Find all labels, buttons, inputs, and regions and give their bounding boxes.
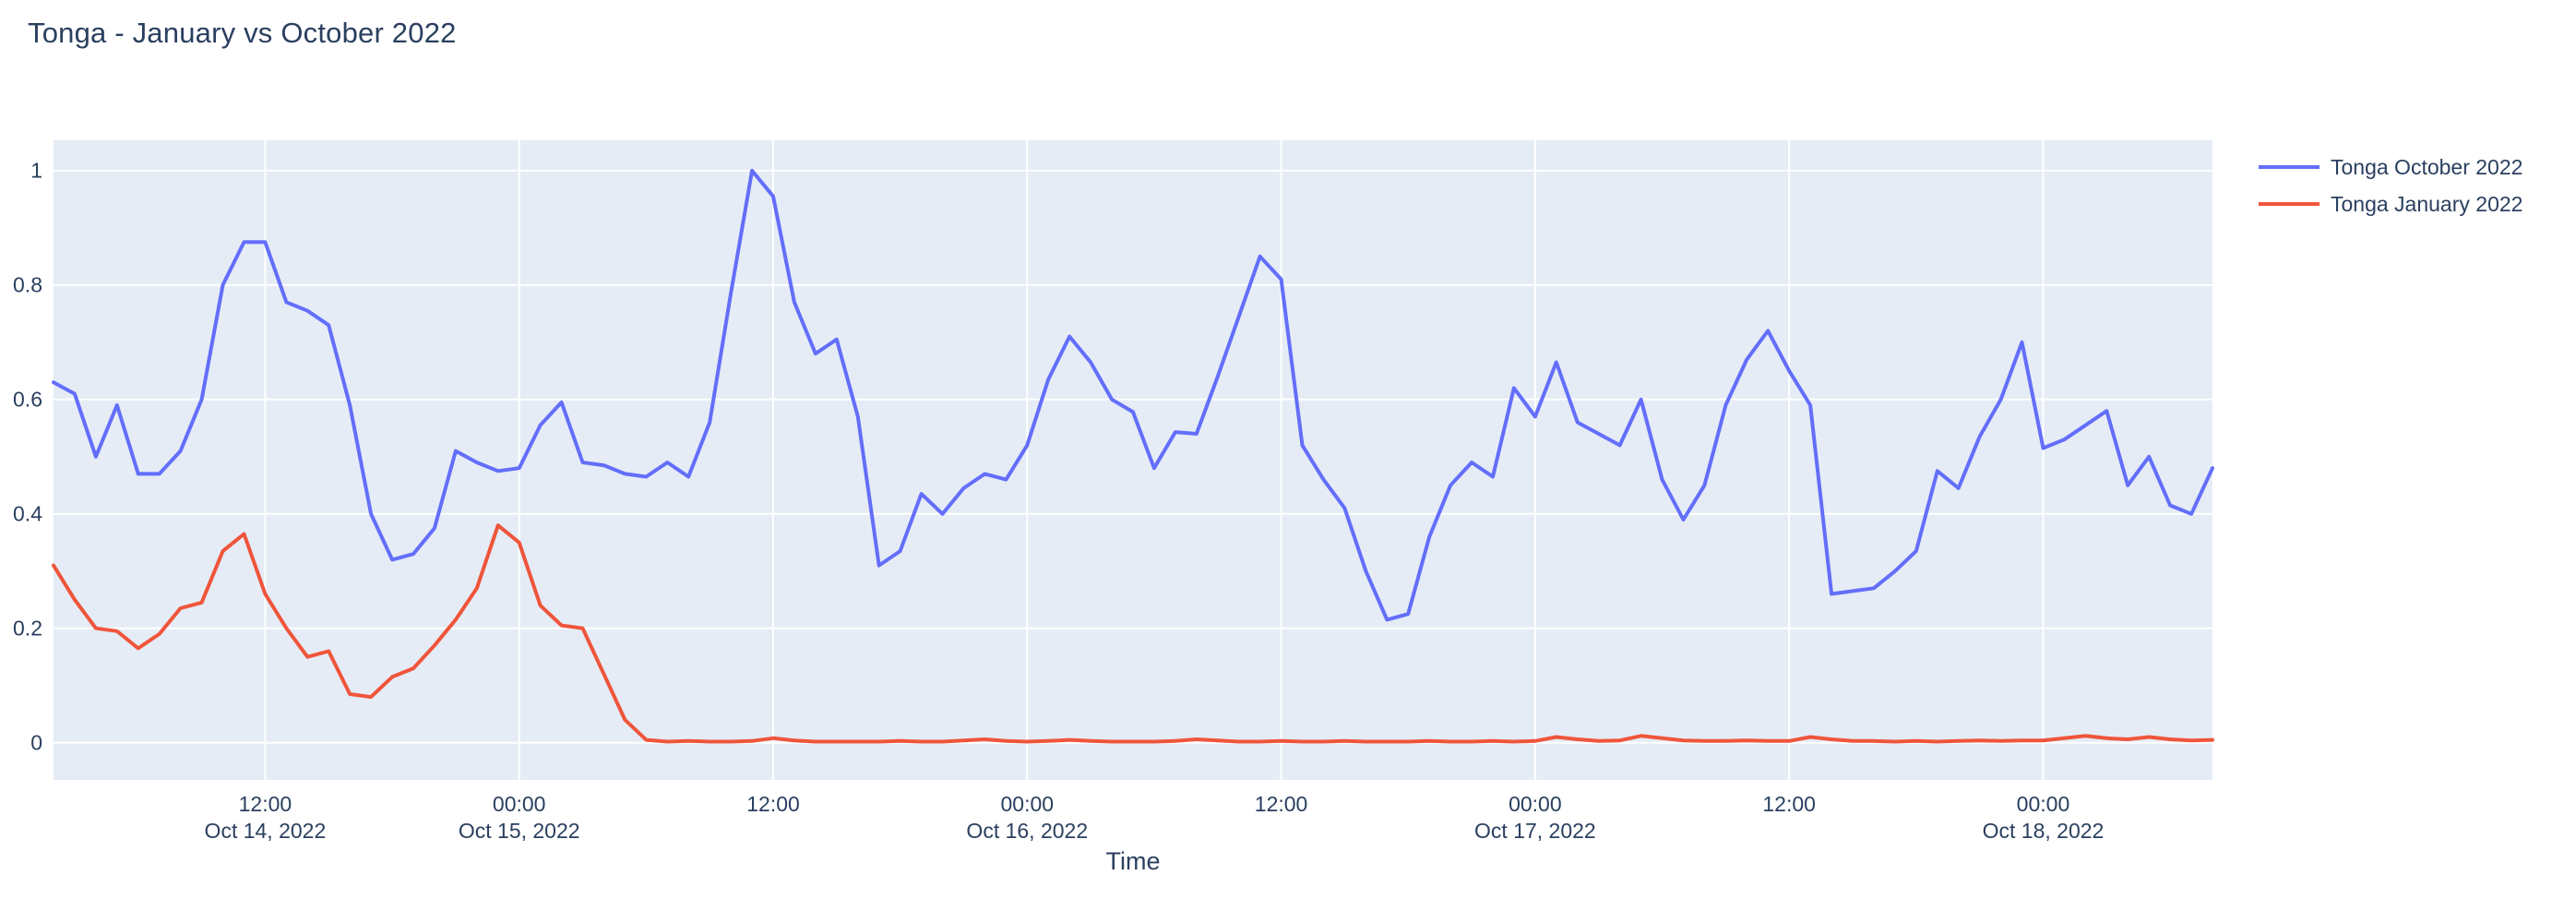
y-tick-label: 0.8	[13, 272, 42, 297]
legend: Tonga October 2022 Tonga January 2022	[2259, 155, 2522, 229]
legend-line-swatch-january	[2259, 202, 2320, 206]
x-tick-label: 12:00	[1762, 792, 1816, 816]
legend-item-january[interactable]: Tonga January 2022	[2259, 192, 2522, 216]
y-tick-label: 0	[30, 730, 42, 755]
chart-title: Tonga - January vs October 2022	[28, 17, 457, 49]
x-tick-label: 12:00 Oct 14, 2022	[204, 792, 327, 843]
series-line-october[interactable]	[52, 168, 2214, 622]
y-tick-label: 0.6	[13, 387, 42, 412]
plot-background	[54, 140, 2212, 780]
y-tick-label: 1	[30, 158, 42, 183]
legend-label: Tonga January 2022	[2331, 191, 2523, 216]
legend-line-swatch-october	[2259, 165, 2320, 169]
legend-item-october[interactable]: Tonga October 2022	[2259, 155, 2522, 179]
x-tick-label: 00:00 Oct 17, 2022	[1474, 792, 1596, 843]
legend-label: Tonga October 2022	[2331, 154, 2523, 179]
x-tick-label: 12:00	[1254, 792, 1308, 816]
x-tick-label: 00:00 Oct 15, 2022	[458, 792, 580, 843]
y-tick-label: 0.4	[13, 501, 42, 526]
x-tick-label: 00:00 Oct 18, 2022	[1982, 792, 2105, 843]
x-tick-label: 12:00	[746, 792, 800, 816]
x-tick-label: 00:00 Oct 16, 2022	[966, 792, 1089, 843]
series-line-january[interactable]	[52, 523, 2214, 744]
y-tick-label: 0.2	[13, 616, 42, 641]
x-axis-title: Time	[1105, 847, 1161, 875]
